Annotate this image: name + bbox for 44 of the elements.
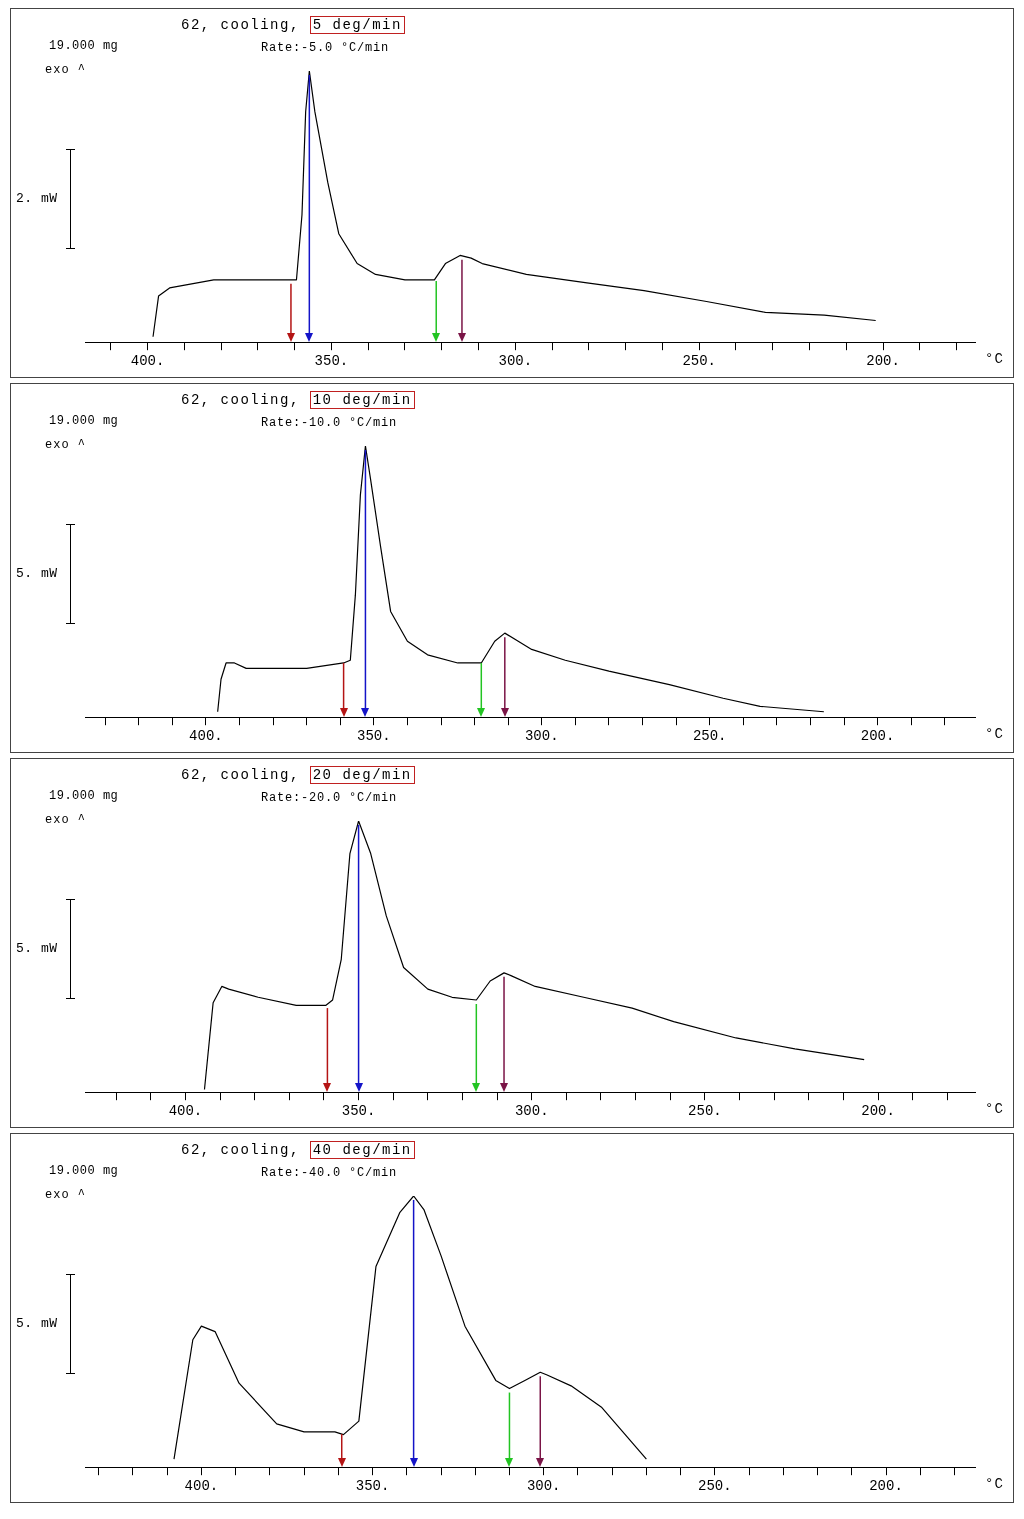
x-tick-label: 400. [184, 1478, 219, 1495]
x-tick-label: 200. [861, 1103, 895, 1120]
text: 5. mW [16, 1316, 58, 1331]
chart-subtitle: Rate:-10.0 °C/min [261, 416, 398, 430]
x-tick-label: 200. [869, 1478, 903, 1495]
text: 2. mW [16, 191, 58, 206]
x-tick-label: 200. [860, 728, 895, 745]
chart-title: 62, cooling, 40 deg/min [181, 1141, 413, 1159]
x-tick-label: 250. [682, 353, 716, 370]
x-tick-label: 400. [168, 1103, 203, 1120]
x-tick-label: 200. [866, 353, 900, 370]
annotation: exo ^ [45, 63, 87, 77]
text: 19.000 mg [49, 39, 119, 53]
x-tick-label: 350. [341, 1103, 376, 1120]
x-axis-title: °C [985, 1476, 1004, 1492]
chart-title: 62, cooling, 5 deg/min [181, 16, 403, 34]
chart-subtitle: Rate:-20.0 °C/min [261, 791, 398, 805]
annotation: exo ^ [45, 1188, 87, 1202]
x-tick-label: 300. [514, 1103, 549, 1120]
x-tick-label: 350. [355, 1478, 390, 1495]
x-tick-label: 300. [498, 353, 533, 370]
x-tick-label: 250. [688, 1103, 722, 1120]
text: 19.000 mg [49, 414, 119, 428]
x-tick-label: 350. [357, 728, 391, 745]
x-tick-label: 400. [189, 728, 223, 745]
annotation: exo ^ [45, 813, 87, 827]
x-tick-label: 250. [692, 728, 727, 745]
x-tick-label: 300. [524, 728, 559, 745]
x-tick-label: 400. [130, 353, 165, 370]
x-tick-label: 350. [314, 353, 349, 370]
chart-subtitle: Rate:-40.0 °C/min [261, 1166, 398, 1180]
x-axis-title: °C [985, 726, 1004, 742]
text: 19.000 mg [49, 789, 119, 803]
x-tick-label: 250. [698, 1478, 732, 1495]
text: 19.000 mg [49, 1164, 119, 1178]
x-axis-title: °C [985, 1101, 1004, 1117]
chart-title: 62, cooling, 20 deg/min [181, 766, 413, 784]
text: 5. mW [16, 941, 58, 956]
chart-title: 62, cooling, 10 deg/min [181, 391, 413, 409]
annotation: exo ^ [45, 438, 87, 452]
chart-subtitle: Rate:-5.0 °C/min [261, 41, 390, 55]
x-tick-label: 300. [526, 1478, 561, 1495]
x-axis-title: °C [985, 351, 1004, 367]
text: 5. mW [16, 566, 58, 581]
